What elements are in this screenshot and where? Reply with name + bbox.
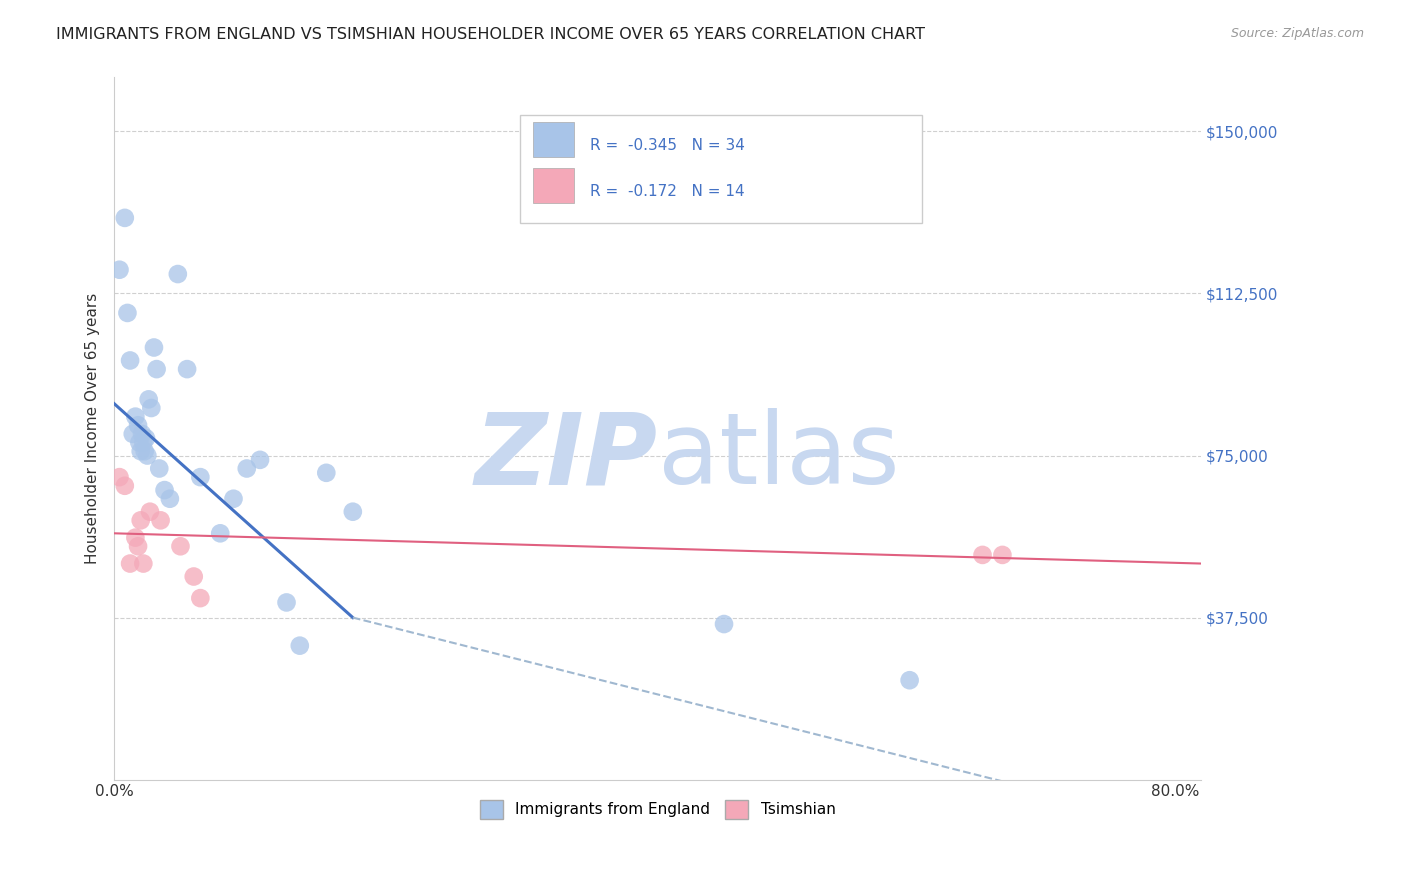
Point [134,444,156,458]
Point [169,539,191,553]
Point [713,617,735,632]
Point [127,539,149,553]
Point [153,483,176,497]
FancyBboxPatch shape [533,168,574,203]
Point [149,513,172,527]
Legend: Immigrants from England, Tsimshian: Immigrants from England, Tsimshian [474,794,842,824]
Point [128,435,150,450]
Point [972,548,994,562]
Point [222,491,245,506]
Point [139,505,162,519]
Point [190,470,212,484]
Point [138,392,160,407]
Text: R =  -0.172   N = 14: R = -0.172 N = 14 [591,184,745,199]
Point [135,431,157,445]
Point [129,444,152,458]
Point [136,449,159,463]
Point [141,401,163,415]
Point [991,548,1014,562]
FancyBboxPatch shape [520,115,922,223]
Point [190,591,212,606]
Point [132,435,155,450]
Point [249,453,271,467]
Point [183,569,205,583]
Point [148,461,170,475]
Point [898,673,921,688]
Point [159,491,181,506]
Point [108,470,131,484]
Point [131,426,153,441]
Point [108,262,131,277]
Point [124,531,146,545]
Point [117,306,139,320]
Point [114,211,136,225]
Point [124,409,146,424]
FancyBboxPatch shape [533,122,574,157]
Point [120,557,142,571]
Point [127,418,149,433]
Point [166,267,188,281]
Point [288,639,311,653]
Point [236,461,259,475]
Text: atlas: atlas [658,409,900,505]
Point [114,479,136,493]
Text: R =  -0.345   N = 34: R = -0.345 N = 34 [591,138,745,153]
Point [145,362,167,376]
Y-axis label: Householder Income Over 65 years: Householder Income Over 65 years [86,293,100,564]
Point [176,362,198,376]
Text: Source: ZipAtlas.com: Source: ZipAtlas.com [1230,27,1364,40]
Point [143,341,166,355]
Text: ZIP: ZIP [475,409,658,505]
Text: IMMIGRANTS FROM ENGLAND VS TSIMSHIAN HOUSEHOLDER INCOME OVER 65 YEARS CORRELATIO: IMMIGRANTS FROM ENGLAND VS TSIMSHIAN HOU… [56,27,925,42]
Point [342,505,364,519]
Point [121,426,143,441]
Point [120,353,142,368]
Point [276,595,298,609]
Point [129,513,152,527]
Point [209,526,232,541]
Point [132,557,155,571]
Point [315,466,337,480]
